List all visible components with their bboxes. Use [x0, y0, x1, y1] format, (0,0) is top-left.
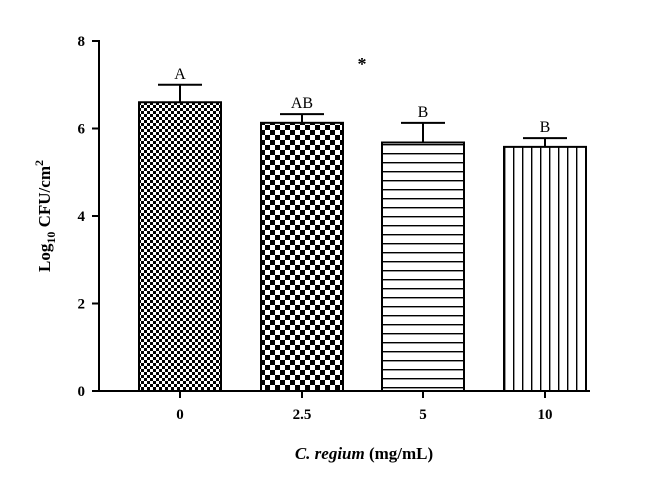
- y-tick-label-4: 4: [78, 209, 86, 225]
- y-tick-label-0: 0: [78, 384, 86, 400]
- x-tick-label-10: 10: [538, 407, 553, 423]
- x-tick-label-0: 0: [176, 407, 184, 423]
- significance-letter-5: B: [418, 104, 429, 121]
- y-axis-title: Log10 CFU/cm2: [32, 160, 58, 272]
- bar-2.5: [260, 121, 344, 392]
- y-tick-label-2: 2: [78, 297, 86, 313]
- y-axis-title-log: Log: [35, 243, 54, 272]
- bar-5: [381, 141, 465, 392]
- x-tick-label-2.5: 2.5: [293, 407, 312, 423]
- error-bars-group: [158, 83, 567, 147]
- significance-letter-10: B: [540, 119, 551, 136]
- significance-letter-2.5: AB: [291, 95, 313, 112]
- bar-0: [138, 101, 222, 392]
- y-axis-title-cfu: CFU/cm: [35, 166, 54, 232]
- y-axis-title-superscript: 2: [32, 160, 46, 166]
- x-tick-label-5: 5: [419, 407, 427, 423]
- bars-group: [138, 101, 587, 392]
- x-ticks: 0 2.5 5 10: [176, 391, 553, 423]
- x-axis-title-unit: (mg/mL): [365, 444, 433, 463]
- bar-10: [503, 145, 587, 392]
- x-axis-title-italic: C. regium: [295, 444, 365, 463]
- significance-letters: A AB B B: [174, 66, 550, 136]
- significance-star: *: [358, 54, 367, 74]
- y-tick-label-6: 6: [78, 122, 86, 138]
- y-ticks: 0 2 4 6 8: [78, 34, 99, 400]
- significance-letter-0: A: [174, 66, 186, 83]
- y-axis-title-subscript: 10: [44, 232, 58, 244]
- x-axis-title: C. regium (mg/mL): [295, 444, 433, 463]
- y-tick-label-8: 8: [78, 34, 86, 50]
